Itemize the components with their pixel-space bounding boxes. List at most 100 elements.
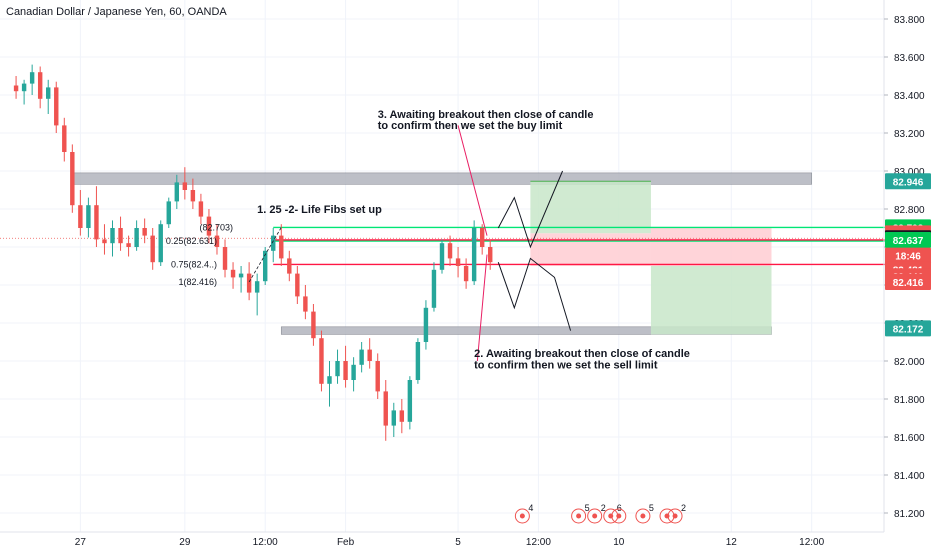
candle-body: [29, 72, 35, 84]
time-tick-label: 27: [75, 537, 87, 548]
event-marker-dot: [616, 513, 622, 519]
event-marker: [635, 508, 651, 524]
candle-body: [455, 258, 461, 266]
candle-body: [86, 205, 91, 228]
price-tick-label: 82.000: [894, 357, 925, 368]
price-label-text: 82.416: [893, 278, 924, 289]
price-label-box: [885, 273, 931, 290]
long-target-zone: [530, 181, 651, 234]
candle-body: [214, 235, 220, 247]
price-tick-label: 83.000: [894, 167, 925, 178]
time-tick-label: 12:00: [526, 537, 551, 548]
event-marker-count: 2: [601, 503, 606, 513]
price-label-text: 82.637: [893, 236, 924, 247]
candle-body: [439, 243, 445, 270]
note-buy-line2: to confirm then we set the buy limit: [378, 120, 563, 132]
candle-body: [174, 182, 180, 202]
candle-body: [303, 296, 308, 312]
time-tick-label: 5: [455, 537, 461, 548]
candle-body: [415, 342, 421, 380]
event-marker-count: 4: [528, 503, 533, 513]
candle-body: [102, 239, 107, 244]
price-label-box: [885, 320, 931, 337]
candle-body: [70, 152, 75, 206]
candle-body: [367, 349, 372, 361]
event-marker-count: 6: [617, 503, 622, 513]
candle-body: [343, 361, 348, 380]
long-stop-zone: [530, 233, 651, 266]
note-sell-line1: 2. Awaiting breakout then close of candl…: [474, 348, 690, 360]
candle-body: [142, 228, 147, 236]
time-tick-label: 29: [179, 537, 191, 548]
candle-body: [182, 182, 188, 190]
fib-level-label: (82.703): [200, 222, 234, 232]
event-marker: [514, 508, 530, 524]
candle-body: [359, 349, 364, 365]
candle-body: [254, 281, 260, 293]
price-label-text: 82.172: [893, 324, 924, 335]
candle-body: [21, 83, 27, 92]
candle-body: [110, 228, 115, 244]
event-marker-dot: [519, 513, 525, 519]
price-tick-label: 81.200: [894, 509, 925, 520]
candle-body: [13, 85, 19, 92]
candle-body: [166, 201, 171, 225]
candle-body: [351, 364, 356, 380]
event-marker-dot: [640, 513, 646, 519]
candle-body: [230, 269, 236, 278]
price-label-text: 82.946: [893, 177, 924, 188]
candle-body: [126, 243, 131, 247]
candle-body: [311, 311, 316, 339]
event-marker-dot: [576, 513, 582, 519]
price-tick-label: 81.600: [894, 433, 925, 444]
time-tick-label: 10: [613, 537, 625, 548]
candle-body: [287, 258, 292, 274]
price-tick-label: 83.600: [894, 53, 925, 64]
candle-body: [94, 205, 99, 240]
price-label-box: [885, 247, 931, 264]
fib-level-label: 1(82.416): [178, 277, 217, 287]
candle-body: [327, 376, 332, 384]
candle-body: [375, 361, 380, 392]
symbol-title: Canadian Dollar / Japanese Yen, 60, OAND…: [6, 6, 227, 18]
candle-body: [238, 273, 244, 278]
candles: [13, 64, 493, 441]
price-labels: 82.94682.70382.67282.64682.63782.50818:4…: [885, 173, 931, 337]
candle-body: [295, 273, 300, 297]
event-marker-dot: [672, 513, 678, 519]
positions: [530, 180, 772, 335]
price-tick-label: 82.800: [894, 205, 925, 216]
price-tick-label: 81.800: [894, 395, 925, 406]
candle-body: [62, 125, 67, 152]
candle-body: [246, 273, 252, 293]
candle-body: [479, 228, 485, 247]
candle-body: [78, 205, 83, 228]
event-marker: [571, 508, 587, 524]
drawings: (82.703) 0.25(82.631) 0.75(82.4..) 1(82.416…: [166, 170, 572, 331]
annotations: 1. 25 -2- Life Fibs set up 3. Awaiting br…: [257, 109, 690, 372]
candle-body: [158, 224, 163, 263]
candle-body: [463, 266, 469, 282]
candle-body: [335, 361, 340, 377]
candle-body: [407, 380, 413, 422]
event-marker: [667, 508, 683, 524]
candle-body: [471, 228, 477, 282]
note-buy-line1: 3. Awaiting breakout then close of candl…: [378, 109, 594, 121]
sell-scenario-arrow: [497, 257, 572, 331]
event-marker: [587, 508, 603, 524]
short-stop-zone: [650, 228, 772, 266]
candle-body: [383, 391, 388, 426]
price-tick-label: 83.800: [894, 15, 925, 26]
note-buy-leader: [457, 125, 488, 236]
event-marker-count: 2: [681, 503, 686, 513]
candle-body: [222, 247, 228, 270]
candle-body: [391, 410, 396, 426]
candle-body: [423, 307, 429, 342]
short-target-zone: [650, 266, 772, 335]
note-sell-leader: [476, 254, 488, 362]
time-tick-label: 12: [726, 537, 738, 548]
candle-body: [150, 235, 155, 263]
event-markers: 4 5 2 6 5 2: [514, 503, 686, 524]
